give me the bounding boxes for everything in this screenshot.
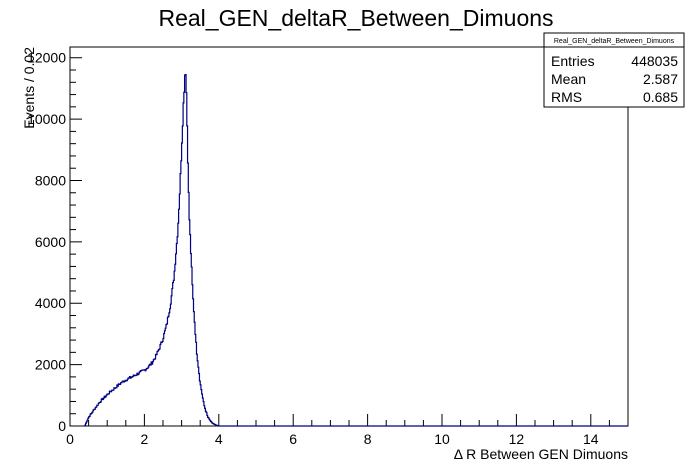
y-tick-label: 2000	[35, 357, 66, 373]
stats-box: Real_GEN_deltaR_Between_Dimuons Entries …	[543, 32, 685, 108]
x-axis: 0 2 4 6 8 10 12 14	[66, 414, 629, 447]
y-tick-label: 6000	[35, 234, 66, 250]
x-tick-label: 4	[215, 431, 223, 447]
x-tick-label: 10	[434, 431, 450, 447]
x-tick-label: 14	[583, 431, 599, 447]
stats-rms-value: 0.685	[643, 89, 678, 105]
stats-rms-label: RMS	[551, 89, 582, 105]
x-tick-label: 2	[141, 431, 149, 447]
x-tick-label: 6	[289, 431, 297, 447]
stats-entries-value: 448035	[631, 53, 678, 69]
y-tick-label: 8000	[35, 172, 66, 188]
x-axis-label: Δ R Between GEN Dimuons	[454, 446, 628, 462]
y-tick-label: 0	[58, 418, 66, 434]
y-axis: 0 2000 4000 6000 8000 10000 12000	[27, 50, 82, 434]
stats-entries-label: Entries	[551, 53, 595, 69]
x-tick-label: 8	[364, 431, 372, 447]
y-tick-label: 4000	[35, 295, 66, 311]
stats-mean-label: Mean	[551, 71, 586, 87]
chart-title: Real_GEN_deltaR_Between_Dimuons	[158, 5, 553, 31]
histogram-line	[84, 74, 628, 427]
stats-mean-value: 2.587	[643, 71, 678, 87]
x-tick-label: 12	[509, 431, 525, 447]
x-tick-label: 0	[66, 431, 74, 447]
y-axis-label: Events / 0.02	[21, 47, 37, 129]
y-tick-label: 12000	[27, 50, 66, 66]
y-tick-label: 10000	[27, 111, 66, 127]
stats-box-title: Real_GEN_deltaR_Between_Dimuons	[554, 38, 675, 45]
